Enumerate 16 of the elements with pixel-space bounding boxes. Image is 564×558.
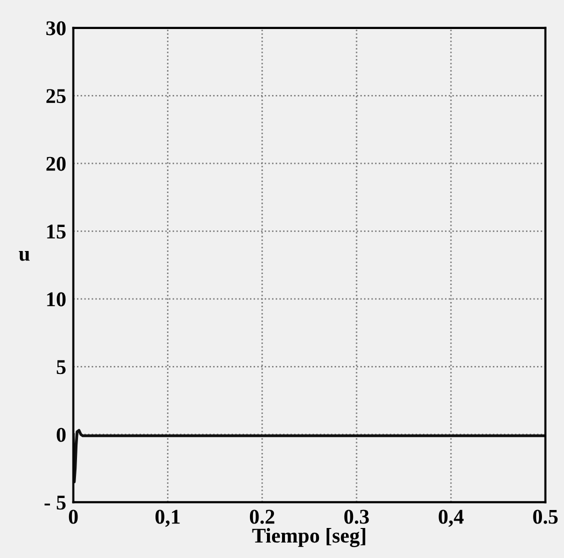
y-tick-label: - 5 [44, 496, 66, 510]
y-tick-label: 5 [56, 360, 66, 374]
y-tick-label: 25 [46, 89, 66, 104]
x-tick-label: 0,1 [156, 510, 180, 527]
y-axis-title: u [18, 251, 30, 261]
y-tick-label: 0 [56, 428, 66, 442]
y-tick-label: 20 [46, 156, 66, 171]
x-axis-title: Tiempo [seg] [252, 528, 366, 548]
x-tick-label: 0.5 [533, 510, 558, 524]
y-tick-label: 15 [47, 224, 66, 239]
y-tick-label: 10 [47, 292, 66, 306]
x-tick-label: 0.2 [250, 510, 274, 524]
y-tick-label: 30 [46, 21, 66, 36]
x-tick-label: 0,4 [438, 510, 464, 527]
x-tick-label: 0 [68, 510, 78, 524]
x-tick-label: 0.3 [344, 510, 369, 524]
